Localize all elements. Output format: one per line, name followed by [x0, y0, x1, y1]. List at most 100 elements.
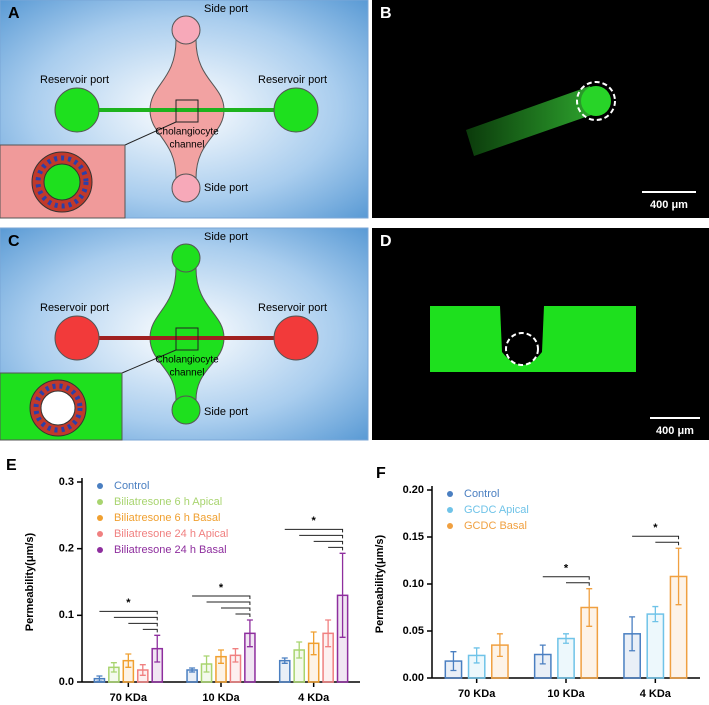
significance-label: *: [219, 582, 224, 594]
significance-bracket: [284, 528, 344, 533]
panel-label: B: [380, 5, 392, 22]
y-axis-label: Permeability(μm/s): [374, 534, 386, 633]
legend-marker: [97, 547, 103, 553]
significance-bracket: [299, 534, 344, 539]
significance-bracket: [542, 576, 590, 580]
significance-bracket: [142, 628, 158, 633]
error-bar: [139, 664, 146, 676]
y-tick-label: 0.15: [403, 531, 424, 543]
y-tick-label: 0.20: [403, 484, 424, 496]
significance-bracket: [99, 610, 158, 615]
error-bar: [563, 633, 569, 644]
error-bar: [496, 633, 503, 658]
significance-label: *: [653, 522, 658, 534]
error-bar: [339, 552, 346, 638]
significance-bracket: [235, 613, 251, 617]
x-tick-label: 4 KDa: [640, 688, 672, 700]
x-tick-label: 4 KDa: [298, 692, 330, 704]
bar: [557, 637, 575, 679]
significance-bracket: [128, 622, 158, 627]
significance-bracket: [113, 616, 158, 621]
port-label: Reservoir port: [258, 302, 327, 314]
legend-label: Biliatresone 24 h Apical: [114, 528, 228, 540]
legend-marker: [97, 483, 103, 489]
legend-marker: [97, 515, 103, 521]
legend-label: GCDC Apical: [464, 504, 529, 516]
error-bar: [296, 641, 303, 659]
channel-label: Cholangiocyte: [155, 127, 219, 138]
bar: [646, 613, 665, 679]
significance-bracket: [655, 541, 680, 546]
port-label: Side port: [204, 406, 248, 418]
significance-bracket: [192, 595, 251, 599]
error-bar: [218, 649, 224, 664]
legend-marker: [447, 491, 453, 497]
port-label: Side port: [204, 182, 248, 194]
port-label: Side port: [204, 231, 248, 243]
significance-bracket: [328, 546, 344, 551]
y-tick-label: 0.10: [403, 578, 424, 590]
port-label: Reservoir port: [40, 74, 109, 86]
panel-b: B 400 μm: [372, 0, 709, 218]
y-axis-label: Permeability(μm/s): [24, 532, 36, 631]
y-tick-label: 0.05: [403, 625, 424, 637]
error-bar: [189, 667, 196, 673]
panel-label: C: [8, 233, 20, 250]
x-tick-label: 70 KDa: [110, 692, 148, 704]
y-tick-label: 0.00: [403, 672, 424, 684]
legend-label: Control: [464, 488, 499, 500]
error-bar: [96, 675, 103, 682]
panel-d: D 400 μm: [372, 228, 709, 440]
error-bar: [154, 634, 161, 663]
panel-label: E: [6, 457, 17, 474]
x-tick-label: 70 KDa: [458, 688, 496, 700]
error-bar: [450, 651, 457, 672]
panel-label: A: [8, 5, 20, 22]
port-label: Side port: [204, 3, 248, 15]
error-bar: [203, 655, 210, 673]
significance-bracket: [566, 582, 590, 586]
error-bar: [110, 662, 117, 673]
significance-bracket: [313, 540, 344, 545]
error-bar: [586, 588, 593, 627]
legend-label: Control: [114, 480, 149, 492]
channel-label: channel: [169, 368, 204, 379]
y-tick-label: 0.2: [59, 543, 74, 555]
port-label: Reservoir port: [258, 74, 327, 86]
legend-label: GCDC Basal: [464, 520, 527, 532]
significance-label: *: [564, 563, 569, 575]
scale-bar-label: 400 μm: [650, 199, 688, 211]
legend-label: Biliatresone 6 h Apical: [114, 496, 222, 508]
significance-bracket: [206, 601, 251, 605]
error-bar: [675, 547, 682, 606]
x-tick-label: 10 KDa: [202, 692, 240, 704]
error-bar: [232, 648, 239, 663]
port-label: Reservoir port: [40, 302, 109, 314]
y-tick-label: 0.0: [59, 676, 74, 688]
error-bar: [125, 653, 132, 668]
error-bar: [310, 631, 317, 656]
significance-label: *: [312, 515, 317, 527]
legend-label: Biliatresone 24 h Basal: [114, 544, 227, 556]
error-bar: [652, 605, 659, 623]
significance-label: *: [126, 597, 131, 609]
panel-label: F: [376, 465, 386, 482]
error-bar: [473, 647, 480, 664]
legend-marker: [97, 499, 103, 505]
x-tick-label: 10 KDa: [547, 688, 585, 700]
error-bar: [325, 619, 332, 648]
panel-a: A Side port Side port Reservoir port Res…: [0, 0, 369, 219]
channel-label: channel: [169, 140, 204, 151]
legend-marker: [447, 523, 453, 529]
significance-bracket: [632, 535, 680, 540]
panel-label: D: [380, 233, 392, 250]
significance-bracket: [221, 607, 251, 611]
panel-c: C Side port Side port Reservoir port Res…: [0, 227, 369, 441]
channel-label: Cholangiocyte: [155, 355, 219, 366]
legend-marker: [447, 507, 453, 513]
legend-label: Biliatresone 6 h Basal: [114, 512, 220, 524]
error-bar: [281, 657, 288, 664]
error-bar: [539, 644, 546, 665]
